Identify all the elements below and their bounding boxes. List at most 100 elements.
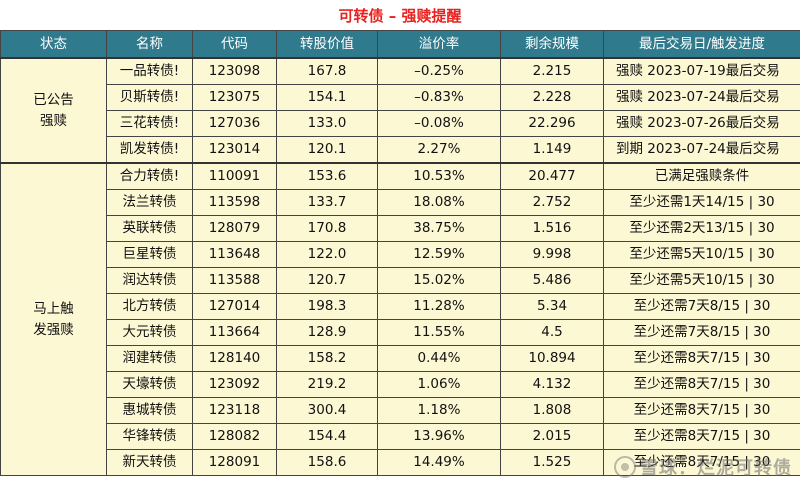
bond-name-cell: 贝斯转债! xyxy=(106,84,193,111)
premium-rate-cell: 11.28% xyxy=(377,293,501,320)
trigger-progress-cell: 强赎 2023-07-19最后交易 xyxy=(603,57,800,85)
bond-name-cell: 合力转债! xyxy=(106,162,193,190)
table-row: 北方转债 127014 198.3 11.28% 5.34 至少还需7天8/15 | 30 xyxy=(1,293,800,320)
premium-rate-cell: 13.96% xyxy=(377,423,501,450)
remaining-size-cell: 2.215 xyxy=(500,57,604,85)
premium-rate-cell: 1.18% xyxy=(377,397,501,424)
remaining-size-cell: 9.998 xyxy=(500,241,604,268)
table-row: 巨星转债 113648 122.0 12.59% 9.998 至少还需5天10/15 | … xyxy=(1,241,800,268)
table-row: 法兰转债 113598 133.7 18.08% 2.752 至少还需1天14/15 | … xyxy=(1,189,800,216)
table-row: 润建转债 128140 158.2 0.44% 10.894 至少还需8天7/15 | 3… xyxy=(1,345,800,372)
bond-code-cell: 123118 xyxy=(192,397,277,424)
bond-name-cell: 润达转债 xyxy=(106,267,193,294)
bond-code-cell: 110091 xyxy=(192,162,277,190)
status-cell: 已公告 强赎 xyxy=(0,57,107,164)
premium-rate-cell: 10.53% xyxy=(377,162,501,190)
premium-rate-cell: –0.08% xyxy=(377,110,501,137)
bond-code-cell: 128079 xyxy=(192,215,277,242)
conversion-value-cell: 198.3 xyxy=(276,293,378,320)
conversion-value-cell: 154.1 xyxy=(276,84,378,111)
premium-rate-cell: –0.83% xyxy=(377,84,501,111)
remaining-size-cell: 1.525 xyxy=(500,449,604,476)
table-row: 惠城转债 123118 300.4 1.18% 1.808 至少还需8天7/15 | 30 xyxy=(1,397,800,424)
conversion-value-cell: 167.8 xyxy=(276,57,378,85)
trigger-progress-cell: 至少还需8天7/15 | 30 xyxy=(603,449,800,476)
bond-code-cell: 127014 xyxy=(192,293,277,320)
conversion-value-cell: 133.7 xyxy=(276,189,378,216)
table-body: 已公告 强赎 一品转债! 123098 167.8 –0.25% 2.215 强赎 2023-… xyxy=(0,57,800,476)
conversion-value-cell: 158.6 xyxy=(276,449,378,476)
remaining-size-cell: 1.149 xyxy=(500,136,604,164)
table-row: 天壕转债 123092 219.2 1.06% 4.132 至少还需8天7/15 | 30 xyxy=(1,371,800,398)
col-header-status: 状态 xyxy=(0,30,107,59)
bond-name-cell: 惠城转债 xyxy=(106,397,193,424)
premium-rate-cell: 12.59% xyxy=(377,241,501,268)
bond-code-cell: 128091 xyxy=(192,449,277,476)
trigger-progress-cell: 至少还需1天14/15 | 30 xyxy=(603,189,800,216)
conversion-value-cell: 153.6 xyxy=(276,162,378,190)
bond-name-cell: 新天转债 xyxy=(106,449,193,476)
trigger-progress-cell: 至少还需5天10/15 | 30 xyxy=(603,267,800,294)
trigger-progress-cell: 至少还需8天7/15 | 30 xyxy=(603,371,800,398)
trigger-progress-cell: 至少还需8天7/15 | 30 xyxy=(603,423,800,450)
bond-code-cell: 123014 xyxy=(192,136,277,164)
bond-name-cell: 三花转债! xyxy=(106,110,193,137)
premium-rate-cell: 15.02% xyxy=(377,267,501,294)
bond-code-cell: 123092 xyxy=(192,371,277,398)
trigger-progress-cell: 至少还需2天13/15 | 30 xyxy=(603,215,800,242)
remaining-size-cell: 5.486 xyxy=(500,267,604,294)
premium-rate-cell: 11.55% xyxy=(377,319,501,346)
bond-name-cell: 北方转债 xyxy=(106,293,193,320)
premium-rate-cell: 1.06% xyxy=(377,371,501,398)
bond-code-cell: 113648 xyxy=(192,241,277,268)
premium-rate-cell: 38.75% xyxy=(377,215,501,242)
premium-rate-cell: 0.44% xyxy=(377,345,501,372)
bond-code-cell: 127036 xyxy=(192,110,277,137)
trigger-progress-cell: 至少还需8天7/15 | 30 xyxy=(603,397,800,424)
remaining-size-cell: 10.894 xyxy=(500,345,604,372)
bond-name-cell: 大元转债 xyxy=(106,319,193,346)
bond-name-cell: 凯发转债! xyxy=(106,136,193,164)
bond-name-cell: 华锋转债 xyxy=(106,423,193,450)
remaining-size-cell: 5.34 xyxy=(500,293,604,320)
premium-rate-cell: 14.49% xyxy=(377,449,501,476)
conversion-value-cell: 154.4 xyxy=(276,423,378,450)
bond-name-cell: 天壕转债 xyxy=(106,371,193,398)
remaining-size-cell: 2.228 xyxy=(500,84,604,111)
bond-name-cell: 一品转债! xyxy=(106,57,193,85)
bond-code-cell: 128140 xyxy=(192,345,277,372)
bond-name-cell: 英联转债 xyxy=(106,215,193,242)
table-row: 新天转债 128091 158.6 14.49% 1.525 至少还需8天7/15 | 3… xyxy=(1,449,800,476)
conversion-value-cell: 122.0 xyxy=(276,241,378,268)
table-row: 大元转债 113664 128.9 11.55% 4.5 至少还需7天8/15 | 30 xyxy=(1,319,800,346)
conversion-value-cell: 120.7 xyxy=(276,267,378,294)
trigger-progress-cell: 至少还需7天8/15 | 30 xyxy=(603,293,800,320)
col-header-code: 代码 xyxy=(192,30,277,59)
trigger-progress-cell: 至少还需8天7/15 | 30 xyxy=(603,345,800,372)
table-row: 马上触 发强赎 合力转债! 110091 153.6 10.53% 20.477 已满足强赎条… xyxy=(0,162,800,476)
conversion-value-cell: 133.0 xyxy=(276,110,378,137)
col-header-premium: 溢价率 xyxy=(377,30,501,59)
bond-code-cell: 113588 xyxy=(192,267,277,294)
trigger-progress-cell: 到期 2023-07-24最后交易 xyxy=(603,136,800,164)
bond-code-cell: 123098 xyxy=(192,57,277,85)
bond-code-cell: 113664 xyxy=(192,319,277,346)
trigger-progress-cell: 至少还需7天8/15 | 30 xyxy=(603,319,800,346)
bond-code-cell: 128082 xyxy=(192,423,277,450)
bond-name-cell: 润建转债 xyxy=(106,345,193,372)
conversion-value-cell: 120.1 xyxy=(276,136,378,164)
remaining-size-cell: 4.5 xyxy=(500,319,604,346)
table-row: 已公告 强赎 一品转债! 123098 167.8 –0.25% 2.215 强赎 2023-… xyxy=(0,57,800,164)
table-row: 英联转债 128079 170.8 38.75% 1.516 至少还需2天13/15 | … xyxy=(1,215,800,242)
page-title: 可转债 – 强赎提醒 xyxy=(0,0,800,30)
col-header-conv-value: 转股价值 xyxy=(276,30,378,59)
bond-name-cell: 巨星转债 xyxy=(106,241,193,268)
conversion-value-cell: 170.8 xyxy=(276,215,378,242)
table-row: 凯发转债! 123014 120.1 2.27% 1.149 到期 2023-07-24最… xyxy=(1,136,800,164)
trigger-progress-cell: 至少还需5天10/15 | 30 xyxy=(603,241,800,268)
table-row: 三花转债! 127036 133.0 –0.08% 22.296 强赎 2023-07-2… xyxy=(1,110,800,137)
status-cell: 马上触 发强赎 xyxy=(0,162,107,476)
bond-table: 状态 名称 代码 转股价值 溢价率 剩余规模 最后交易日/触发进度 已公告 强赎一… xyxy=(0,30,800,476)
table-header-row: 状态 名称 代码 转股价值 溢价率 剩余规模 最后交易日/触发进度 xyxy=(0,30,800,59)
table-row: 润达转债 113588 120.7 15.02% 5.486 至少还需5天10/15 | … xyxy=(1,267,800,294)
